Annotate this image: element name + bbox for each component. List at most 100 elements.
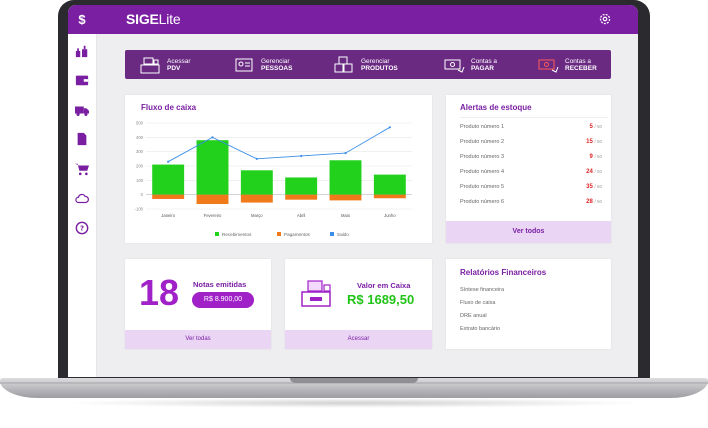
cash-card: Valor em Caixa R$ 1689,50 Acessar — [285, 259, 432, 349]
cashflow-chart: 500 400 300 200 100 0 -100 Janeiro Fevereiro Març… — [135, 121, 412, 237]
cashflow-card: Fluxo de caixa 500 400 300 200 100 0 -100 Janei… — [125, 95, 432, 243]
bar-recebimentos — [285, 177, 318, 195]
invoices-see-all-button[interactable]: Ver todas — [125, 330, 271, 349]
reports-title: Relatórios Financeiros — [460, 268, 547, 277]
saldo-point — [344, 152, 347, 155]
bar-pagamentos — [329, 194, 362, 201]
stock-row: Produto número 4 24 / 50 — [460, 169, 602, 175]
cash-register-icon — [301, 280, 331, 307]
report-link[interactable]: DRE anual — [460, 313, 487, 319]
invoices-label: Notas emitidas — [193, 280, 247, 289]
bar-pagamentos — [240, 194, 273, 203]
x-tick-label: Abril — [297, 213, 305, 218]
bottles-icon — [75, 45, 88, 58]
stock-alerts-title: Alertas de estoque — [460, 103, 532, 112]
y-tick-label: 300 — [136, 149, 144, 154]
gear-icon[interactable] — [598, 12, 612, 26]
bar-recebimentos — [152, 164, 185, 195]
top-bar: SIGELite — [96, 5, 638, 34]
quick-action-receber[interactable]: Contas a RECEBER — [537, 50, 597, 79]
bar-pagamentos — [196, 194, 229, 204]
y-tick-label: 500 — [136, 121, 144, 126]
x-tick-label: Março — [251, 213, 263, 218]
laptop-base-edge — [0, 382, 708, 384]
sidebar-item-cart[interactable] — [74, 162, 90, 176]
cart-icon — [75, 163, 89, 176]
legend-swatch — [215, 232, 219, 236]
saldo-point — [300, 154, 303, 158]
report-link[interactable]: Fluxo de caixa — [460, 300, 496, 306]
invoices-amount-badge: R$ 8.900,00 — [192, 292, 254, 308]
bar-pagamentos — [285, 194, 318, 200]
wallet-icon — [75, 75, 89, 86]
y-tick-label: -100 — [135, 207, 144, 212]
people-card-icon — [235, 58, 253, 71]
bill-receive-icon — [538, 59, 559, 73]
laptop-shadow — [60, 398, 648, 408]
sidebar-item-wallet[interactable] — [74, 73, 90, 87]
y-tick-label: 100 — [136, 178, 144, 183]
svg-text:?: ? — [80, 225, 84, 233]
document-icon — [77, 132, 87, 146]
stock-row: Produto número 2 15 / 50 — [460, 139, 602, 145]
sidebar-currency-button[interactable]: $ — [68, 5, 96, 34]
bar-recebimentos — [196, 140, 229, 195]
truck-icon — [75, 106, 89, 116]
sidebar-item-help[interactable]: ? — [74, 221, 90, 235]
y-tick-label: 200 — [136, 164, 144, 169]
bill-pay-icon — [444, 59, 465, 73]
saldo-point — [255, 157, 258, 160]
quick-actions-bar: Acessar PDV Gerenciar PESSOAS Gerenciar PRO… — [125, 50, 611, 79]
saldo-point — [211, 136, 214, 139]
invoices-card: 18 Notas emitidas R$ 8.900,00 Ver todas — [125, 259, 271, 349]
saldo-point — [388, 126, 391, 129]
y-tick-label: 0 — [141, 192, 144, 197]
legend-label: Recebimentos — [222, 232, 252, 237]
y-tick-label: 400 — [136, 135, 144, 140]
cashflow-title: Fluxo de caixa — [141, 103, 197, 112]
invoices-count: 18 — [139, 272, 180, 313]
quick-action-pessoas[interactable]: Gerenciar PESSOAS — [233, 50, 292, 79]
report-link[interactable]: Síntese financeira — [460, 287, 505, 293]
sidebar-item-delivery[interactable] — [74, 103, 90, 117]
quick-action-pagar[interactable]: Contas a PAGAR — [443, 50, 497, 79]
bar-recebimentos — [240, 170, 273, 195]
help-icon: ? — [75, 221, 89, 235]
legend-swatch — [277, 232, 281, 236]
laptop-notch — [290, 378, 418, 383]
x-tick-label: Janeiro — [161, 213, 175, 218]
cash-label: Valor em Caixa — [357, 281, 411, 290]
stock-see-all-button[interactable]: Ver todos — [446, 221, 611, 243]
sidebar: $ ? — [68, 5, 97, 377]
saldo-line — [167, 126, 391, 163]
sidebar-item-cloud[interactable] — [74, 192, 90, 206]
quick-action-pdv[interactable]: Acessar PDV — [139, 50, 190, 79]
bar-pagamentos — [373, 194, 406, 199]
app-screen: $ ? SIGELite Ace — [68, 5, 638, 377]
app-logo: SIGELite — [126, 11, 181, 27]
stock-row: Produto número 6 28 / 50 — [460, 199, 602, 205]
x-tick-label: Junho — [384, 213, 396, 218]
cloud-icon — [75, 193, 89, 204]
cash-register-icon — [140, 57, 160, 73]
boxes-icon — [334, 56, 353, 72]
x-tick-label: Maio — [341, 213, 351, 218]
legend-label: Pagamentos — [284, 232, 310, 237]
x-tick-label: Fevereiro — [204, 213, 222, 218]
quick-action-produtos[interactable]: Gerenciar PRODUTOS — [333, 50, 398, 79]
sidebar-item-bottles[interactable] — [74, 44, 90, 58]
bar-recebimentos — [373, 174, 406, 195]
sidebar-item-documents[interactable] — [74, 132, 90, 146]
cash-value: R$ 1689,50 — [347, 292, 415, 307]
legend-swatch — [330, 232, 334, 236]
report-link[interactable]: Extrato bancário — [460, 326, 501, 332]
stock-row: Produto número 5 35 / 50 — [460, 184, 602, 190]
bar-recebimentos — [329, 160, 362, 195]
bar-pagamentos — [152, 194, 185, 199]
divider — [460, 117, 608, 118]
legend-label: Saldo — [337, 232, 349, 237]
cash-access-button[interactable]: Acessar — [285, 330, 432, 349]
